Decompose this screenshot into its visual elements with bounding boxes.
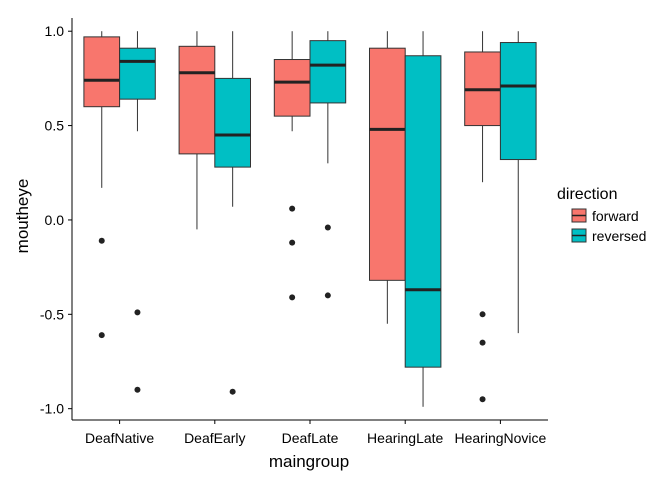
box-forward-DeafEarly [178, 31, 216, 230]
box-forward-HearingLate [369, 31, 406, 324]
y-tick-label: 0.0 [45, 212, 65, 228]
outlier-point [134, 309, 141, 316]
plot-area [83, 31, 537, 407]
outlier-point [289, 294, 296, 301]
outlier-point [479, 311, 486, 318]
box-forward-DeafNative [83, 31, 121, 339]
legend-title: direction [557, 186, 617, 203]
outlier-point [98, 332, 105, 339]
box-reversed-HearingLate [404, 31, 442, 407]
x-tick-label: DeafEarly [184, 430, 245, 446]
y-tick-label: 0.5 [45, 118, 65, 134]
box-iqr [214, 77, 252, 168]
legend-label-reversed: reversed [592, 228, 646, 244]
box-iqr [83, 36, 121, 108]
box-iqr [404, 55, 442, 368]
box-reversed-DeafEarly [214, 31, 252, 395]
box-reversed-DeafLate [309, 31, 347, 299]
y-ticks: -1.0 -0.5 0.0 0.5 1.0 [40, 23, 72, 417]
box-iqr [178, 45, 216, 155]
y-tick-label: 1.0 [45, 23, 65, 39]
x-tick-label: HearingNovice [454, 430, 546, 446]
x-tick-label: HearingLate [367, 430, 443, 446]
y-tick-label: -0.5 [40, 306, 64, 322]
outlier-point [324, 224, 331, 231]
legend-key-forward: forward [571, 208, 639, 224]
x-ticks: DeafNative DeafEarly DeafLate HearingLate He… [85, 420, 547, 446]
outlier-point [289, 239, 296, 246]
legend: direction forward reversed [557, 186, 646, 244]
legend-label-forward: forward [592, 208, 639, 224]
box-iqr [273, 59, 311, 117]
outlier-point [479, 339, 486, 346]
legend-key-reversed: reversed [571, 228, 646, 244]
y-axis-title: moutheye [13, 179, 32, 254]
outlier-point [229, 388, 236, 395]
y-tick-label: -1.0 [40, 401, 64, 417]
outlier-point [98, 237, 105, 244]
box-iqr [369, 47, 406, 281]
box-iqr [499, 42, 537, 161]
outlier-point [289, 205, 296, 212]
x-tick-label: DeafNative [85, 430, 154, 446]
outlier-point [324, 292, 331, 299]
legend-entries: forward reversed [571, 208, 646, 244]
box-iqr [119, 47, 156, 100]
outlier-point [479, 396, 486, 403]
box-iqr [309, 40, 347, 104]
x-tick-label: DeafLate [282, 430, 339, 446]
x-axis-title: maingroup [269, 452, 349, 471]
outlier-point [134, 386, 141, 393]
box-reversed-HearingNovice [499, 31, 537, 334]
box-forward-HearingNovice [464, 31, 501, 403]
box-reversed-DeafNative [119, 31, 156, 393]
box-forward-DeafLate [273, 31, 311, 301]
